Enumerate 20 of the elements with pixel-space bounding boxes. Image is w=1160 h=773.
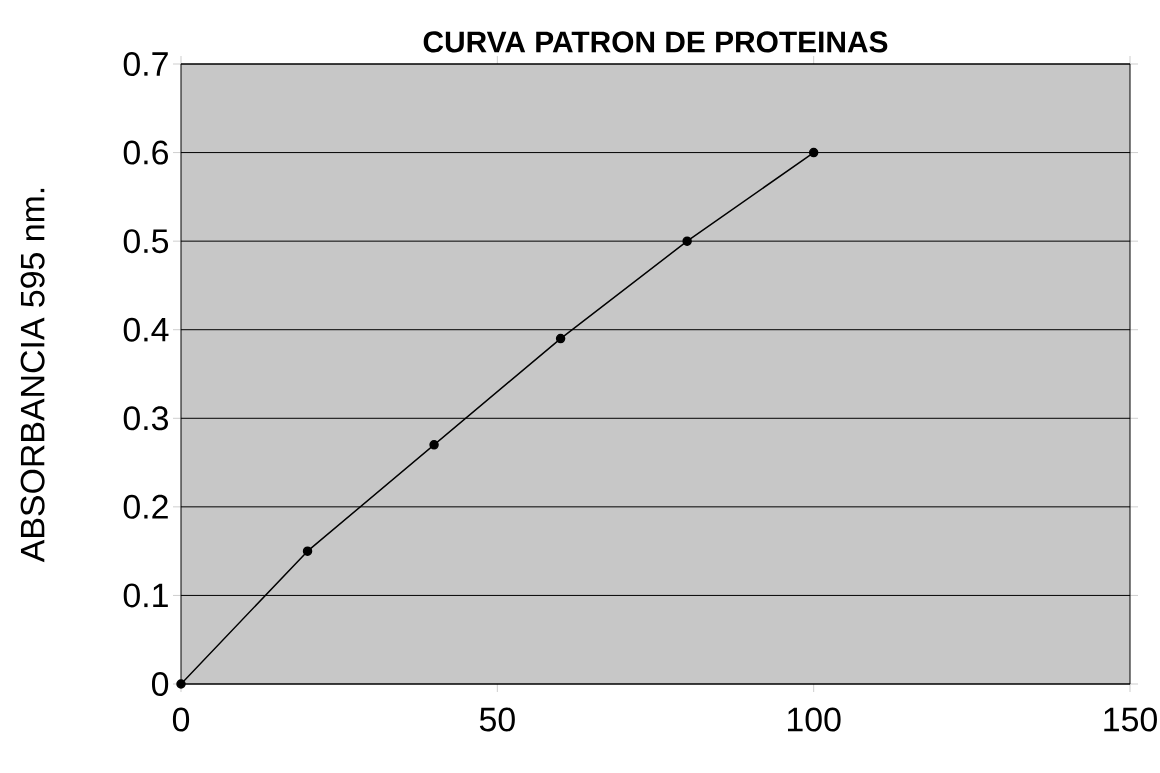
y-tick-label: 0.1 xyxy=(123,583,168,608)
x-tick-label: 50 xyxy=(479,707,515,732)
point xyxy=(429,440,439,450)
y-tick-label: 0.6 xyxy=(123,140,168,165)
point xyxy=(302,546,313,556)
y-tick-label: 0.7 xyxy=(123,52,168,76)
x-tick-label: 100 xyxy=(787,707,841,732)
x-tick-label: 150 xyxy=(1104,707,1157,732)
x-tick-label: 0 xyxy=(172,707,190,732)
y-tick-label: 0.3 xyxy=(123,406,168,431)
y-axis-title: ABSORBANCIA 595 nm. xyxy=(20,188,45,563)
y-tick-label: 0.2 xyxy=(123,494,168,519)
chart-title: CURVA PATRON DE PROTEINAS xyxy=(423,31,888,53)
y-tick-label: 0.5 xyxy=(123,229,169,254)
point xyxy=(682,236,692,246)
point xyxy=(808,147,819,158)
point xyxy=(555,333,566,344)
y-tick-label: 0.4 xyxy=(123,317,169,342)
y-tick-label: 0 xyxy=(151,672,169,696)
point xyxy=(176,679,186,689)
